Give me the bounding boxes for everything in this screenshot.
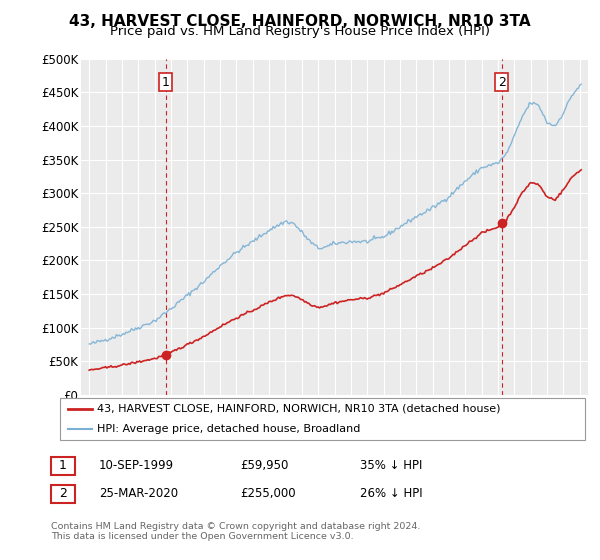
Text: 2: 2 — [59, 487, 67, 501]
Text: 43, HARVEST CLOSE, HAINFORD, NORWICH, NR10 3TA (detached house): 43, HARVEST CLOSE, HAINFORD, NORWICH, NR… — [97, 404, 500, 413]
Text: 10-SEP-1999: 10-SEP-1999 — [99, 459, 174, 473]
Text: 35% ↓ HPI: 35% ↓ HPI — [360, 459, 422, 473]
Text: 2: 2 — [498, 76, 506, 89]
Text: 1: 1 — [162, 76, 170, 89]
Text: Contains HM Land Registry data © Crown copyright and database right 2024.
This d: Contains HM Land Registry data © Crown c… — [51, 522, 421, 542]
Text: £255,000: £255,000 — [240, 487, 296, 501]
Text: 25-MAR-2020: 25-MAR-2020 — [99, 487, 178, 501]
Text: £59,950: £59,950 — [240, 459, 289, 473]
FancyBboxPatch shape — [52, 458, 74, 474]
Text: 1: 1 — [59, 459, 67, 473]
Text: 43, HARVEST CLOSE, HAINFORD, NORWICH, NR10 3TA: 43, HARVEST CLOSE, HAINFORD, NORWICH, NR… — [69, 14, 531, 29]
FancyBboxPatch shape — [52, 486, 74, 502]
Text: HPI: Average price, detached house, Broadland: HPI: Average price, detached house, Broa… — [97, 424, 360, 433]
FancyBboxPatch shape — [60, 398, 585, 440]
Text: 26% ↓ HPI: 26% ↓ HPI — [360, 487, 422, 501]
Text: Price paid vs. HM Land Registry's House Price Index (HPI): Price paid vs. HM Land Registry's House … — [110, 25, 490, 38]
